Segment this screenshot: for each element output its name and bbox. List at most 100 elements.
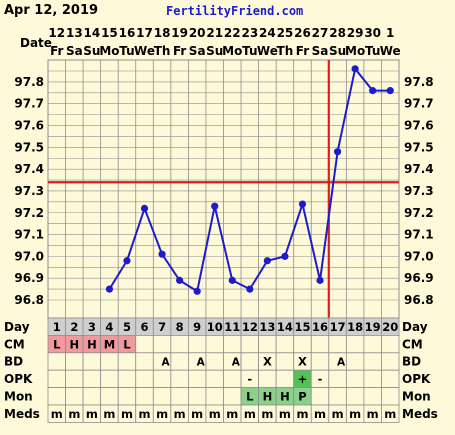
- temperature-point: [298, 200, 307, 208]
- y-tick-label-right: 97.0: [404, 249, 434, 263]
- row-label-right: Day: [402, 320, 428, 334]
- temperature-point: [211, 202, 219, 210]
- table-cell-value: m: [68, 407, 80, 421]
- table-cell: [117, 352, 137, 371]
- weekday-tick-label: Th: [277, 44, 294, 58]
- table-cell-value: m: [191, 407, 203, 421]
- table-cell-value: L: [53, 337, 61, 351]
- date-tick-label: 14: [84, 26, 101, 40]
- y-tick-label-left: 97.4: [14, 162, 44, 176]
- header-date: Apr 12, 2019: [4, 3, 99, 18]
- table-cell-value: m: [367, 407, 379, 421]
- y-tick-label-left: 97.6: [14, 119, 44, 133]
- y-tick-label-right: 97.7: [404, 97, 434, 111]
- date-tick-label: 13: [66, 26, 83, 40]
- date-tick-label: 12: [48, 26, 65, 40]
- table-cell-value: 17: [330, 320, 346, 334]
- table-cell: [82, 387, 102, 406]
- temperature-point: [140, 204, 149, 212]
- date-tick-label: 25: [277, 26, 294, 40]
- weekday-tick-label: Sa: [189, 44, 206, 58]
- row-label-right: CM: [402, 337, 423, 351]
- temperature-point: [281, 252, 289, 260]
- temperature-point: [193, 287, 201, 295]
- temperature-point: [369, 87, 377, 95]
- table-cell-value: m: [209, 407, 221, 421]
- temperature-point: [228, 276, 236, 284]
- weekday-tick-label: We: [257, 44, 278, 58]
- table-cell-value: X: [263, 355, 272, 369]
- table-cell: [152, 387, 172, 406]
- table-cell: [328, 334, 347, 354]
- table-cell: [310, 387, 330, 406]
- date-tick-label: 30: [364, 26, 381, 40]
- table-cell-value: 19: [365, 320, 381, 334]
- table-cell: [345, 369, 365, 389]
- y-tick-label-left: 97.2: [14, 206, 44, 220]
- table-cell: [170, 352, 189, 371]
- date-tick-label: 19: [171, 26, 188, 40]
- weekday-tick-label: We: [134, 44, 155, 58]
- temperature-point: [105, 285, 114, 293]
- table-cell: [240, 352, 260, 371]
- table-cell-value: 16: [312, 320, 328, 334]
- header-site[interactable]: FertilityFriend.com: [166, 4, 304, 18]
- table-cell: [170, 369, 189, 389]
- table-cell-value: 5: [123, 320, 131, 334]
- table-cell: [223, 369, 242, 389]
- table-cell-value: 18: [347, 320, 363, 334]
- weekday-tick-label: Su: [83, 44, 100, 58]
- table-cell: [328, 387, 347, 406]
- weekday-tick-label: Su: [206, 44, 223, 58]
- temperature-point: [316, 276, 324, 284]
- table-cell-value: 13: [259, 320, 275, 334]
- y-tick-label-right: 97.1: [404, 228, 434, 242]
- weekday-tick-label: Fr: [173, 44, 186, 58]
- table-cell-value: X: [298, 355, 307, 369]
- table-cell: [275, 369, 295, 389]
- date-tick-label: 26: [294, 26, 311, 40]
- date-tick-label: 15: [101, 26, 118, 40]
- table-cell: [100, 387, 119, 406]
- date-tick-label: 1: [386, 26, 394, 40]
- table-cell: [381, 404, 400, 423]
- table-cell: [135, 334, 154, 354]
- table-cell-value: m: [279, 407, 291, 421]
- table-cell-value: m: [349, 407, 361, 421]
- table-cell-value: 3: [88, 320, 96, 334]
- y-tick-label-left: 97.5: [14, 140, 44, 154]
- table-cell-value: m: [51, 407, 63, 421]
- table-cell-value: m: [103, 407, 115, 421]
- y-tick-label-right: 96.9: [404, 271, 434, 285]
- weekday-tick-label: Fr: [296, 44, 309, 58]
- weekday-tick-label: Sa: [312, 44, 329, 58]
- row-label-right: Mon: [402, 390, 431, 404]
- table-cell: [170, 334, 189, 354]
- row-label-left: Meds: [4, 407, 40, 421]
- row-label-left: CM: [4, 337, 25, 351]
- table-cell-value: L: [123, 337, 131, 351]
- y-tick-label-left: 96.8: [14, 293, 44, 307]
- temperature-point: [176, 276, 184, 284]
- date-tick-label: 23: [241, 26, 258, 40]
- table-cell: [135, 352, 154, 371]
- weekday-tick-label: Tu: [119, 44, 134, 58]
- y-tick-label-right: 97.3: [404, 184, 434, 198]
- table-cell: [363, 334, 382, 354]
- table-cell: [47, 352, 66, 371]
- y-tick-label-right: 97.6: [404, 119, 434, 133]
- table-cell: [100, 369, 119, 389]
- table-cell-value: m: [174, 407, 186, 421]
- table-cell-value: m: [139, 407, 151, 421]
- table-cell-value: +: [298, 372, 308, 386]
- y-tick-label-left: 97.0: [14, 249, 44, 263]
- date-tick-label: 16: [119, 26, 136, 40]
- table-cell-value: H: [87, 337, 97, 351]
- temperature-point: [158, 250, 166, 258]
- weekday-tick-label: Th: [154, 44, 171, 58]
- table-cell: [170, 387, 189, 406]
- table-cell: [310, 352, 330, 371]
- table-cell-value: M: [104, 337, 115, 351]
- date-tick-label: 24: [259, 26, 276, 40]
- table-cell-value: m: [384, 407, 396, 421]
